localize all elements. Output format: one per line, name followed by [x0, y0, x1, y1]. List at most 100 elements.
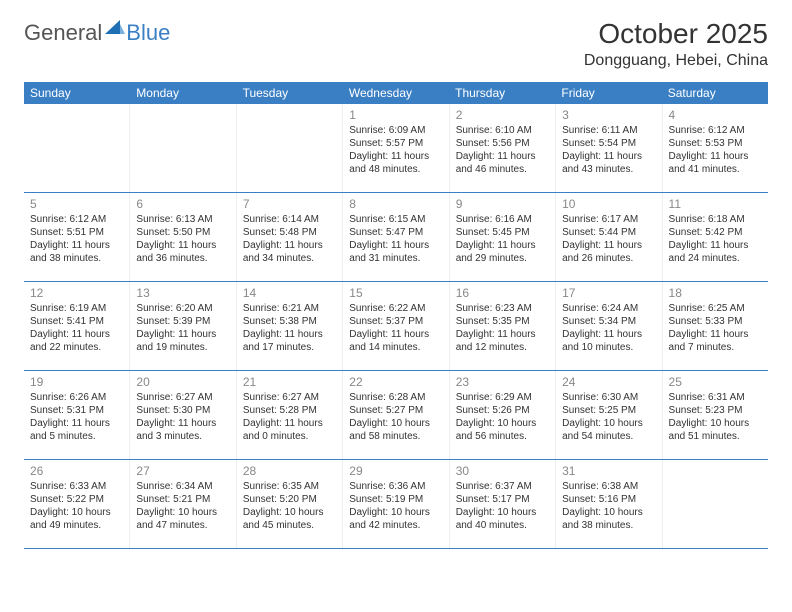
logo-text-blue: Blue — [126, 20, 170, 46]
daylight-text: Daylight: 11 hours and 17 minutes. — [243, 328, 336, 354]
daylight-text: Daylight: 11 hours and 19 minutes. — [136, 328, 229, 354]
day-info: Sunrise: 6:27 AMSunset: 5:30 PMDaylight:… — [136, 391, 229, 443]
daylight-text: Daylight: 11 hours and 29 minutes. — [456, 239, 549, 265]
sunset-text: Sunset: 5:22 PM — [30, 493, 123, 506]
calendar-cell: 10Sunrise: 6:17 AMSunset: 5:44 PMDayligh… — [556, 193, 662, 281]
sunset-text: Sunset: 5:30 PM — [136, 404, 229, 417]
daylight-text: Daylight: 11 hours and 36 minutes. — [136, 239, 229, 265]
calendar-cell: 29Sunrise: 6:36 AMSunset: 5:19 PMDayligh… — [343, 460, 449, 548]
daylight-text: Daylight: 11 hours and 5 minutes. — [30, 417, 123, 443]
calendar-cell — [24, 104, 130, 192]
sunrise-text: Sunrise: 6:37 AM — [456, 480, 549, 493]
sunrise-text: Sunrise: 6:31 AM — [669, 391, 762, 404]
calendar-cell: 8Sunrise: 6:15 AMSunset: 5:47 PMDaylight… — [343, 193, 449, 281]
day-number: 21 — [243, 375, 336, 389]
day-info: Sunrise: 6:35 AMSunset: 5:20 PMDaylight:… — [243, 480, 336, 532]
calendar-cell: 22Sunrise: 6:28 AMSunset: 5:27 PMDayligh… — [343, 371, 449, 459]
day-number: 22 — [349, 375, 442, 389]
day-info: Sunrise: 6:20 AMSunset: 5:39 PMDaylight:… — [136, 302, 229, 354]
sunrise-text: Sunrise: 6:18 AM — [669, 213, 762, 226]
logo-text-general: General — [24, 20, 102, 46]
sunrise-text: Sunrise: 6:20 AM — [136, 302, 229, 315]
daylight-text: Daylight: 10 hours and 38 minutes. — [562, 506, 655, 532]
day-info: Sunrise: 6:12 AMSunset: 5:51 PMDaylight:… — [30, 213, 123, 265]
day-number: 13 — [136, 286, 229, 300]
calendar-week: 12Sunrise: 6:19 AMSunset: 5:41 PMDayligh… — [24, 282, 768, 371]
sunset-text: Sunset: 5:45 PM — [456, 226, 549, 239]
weekday-header: Saturday — [662, 82, 768, 104]
calendar-cell: 20Sunrise: 6:27 AMSunset: 5:30 PMDayligh… — [130, 371, 236, 459]
daylight-text: Daylight: 11 hours and 0 minutes. — [243, 417, 336, 443]
day-number: 18 — [669, 286, 762, 300]
sunrise-text: Sunrise: 6:10 AM — [456, 124, 549, 137]
day-info: Sunrise: 6:21 AMSunset: 5:38 PMDaylight:… — [243, 302, 336, 354]
day-number: 4 — [669, 108, 762, 122]
day-number: 31 — [562, 464, 655, 478]
day-number: 11 — [669, 197, 762, 211]
day-info: Sunrise: 6:13 AMSunset: 5:50 PMDaylight:… — [136, 213, 229, 265]
weekday-header: Sunday — [24, 82, 130, 104]
calendar-cell — [237, 104, 343, 192]
day-number: 26 — [30, 464, 123, 478]
sail-icon — [105, 18, 125, 39]
calendar-cell: 18Sunrise: 6:25 AMSunset: 5:33 PMDayligh… — [663, 282, 768, 370]
day-number: 7 — [243, 197, 336, 211]
daylight-text: Daylight: 10 hours and 56 minutes. — [456, 417, 549, 443]
daylight-text: Daylight: 10 hours and 45 minutes. — [243, 506, 336, 532]
sunrise-text: Sunrise: 6:15 AM — [349, 213, 442, 226]
daylight-text: Daylight: 11 hours and 14 minutes. — [349, 328, 442, 354]
daylight-text: Daylight: 10 hours and 47 minutes. — [136, 506, 229, 532]
day-number: 24 — [562, 375, 655, 389]
calendar-cell — [663, 460, 768, 548]
calendar-week: 1Sunrise: 6:09 AMSunset: 5:57 PMDaylight… — [24, 104, 768, 193]
calendar-cell: 16Sunrise: 6:23 AMSunset: 5:35 PMDayligh… — [450, 282, 556, 370]
day-info: Sunrise: 6:22 AMSunset: 5:37 PMDaylight:… — [349, 302, 442, 354]
sunrise-text: Sunrise: 6:38 AM — [562, 480, 655, 493]
sunrise-text: Sunrise: 6:24 AM — [562, 302, 655, 315]
calendar-cell: 5Sunrise: 6:12 AMSunset: 5:51 PMDaylight… — [24, 193, 130, 281]
day-info: Sunrise: 6:34 AMSunset: 5:21 PMDaylight:… — [136, 480, 229, 532]
calendar-week: 19Sunrise: 6:26 AMSunset: 5:31 PMDayligh… — [24, 371, 768, 460]
calendar-cell: 25 Sunrise: 6:31 AMSunset: 5:23 PMDayligh… — [663, 371, 768, 459]
calendar-cell: 28Sunrise: 6:35 AMSunset: 5:20 PMDayligh… — [237, 460, 343, 548]
day-number: 30 — [456, 464, 549, 478]
sunset-text: Sunset: 5:28 PM — [243, 404, 336, 417]
sunrise-text: Sunrise: 6:21 AM — [243, 302, 336, 315]
sunrise-text: Sunrise: 6:25 AM — [669, 302, 762, 315]
weekday-header: Thursday — [449, 82, 555, 104]
sunset-text: Sunset: 5:37 PM — [349, 315, 442, 328]
calendar-cell: 24Sunrise: 6:30 AMSunset: 5:25 PMDayligh… — [556, 371, 662, 459]
sunset-text: Sunset: 5:26 PM — [456, 404, 549, 417]
daylight-text: Daylight: 11 hours and 31 minutes. — [349, 239, 442, 265]
sunset-text: Sunset: 5:39 PM — [136, 315, 229, 328]
page-header: General Blue October 2025 Dongguang, Heb… — [24, 18, 768, 70]
sunset-text: Sunset: 5:33 PM — [669, 315, 762, 328]
calendar-cell: 31Sunrise: 6:38 AMSunset: 5:16 PMDayligh… — [556, 460, 662, 548]
sunrise-text: Sunrise: 6:17 AM — [562, 213, 655, 226]
calendar-week: 5Sunrise: 6:12 AMSunset: 5:51 PMDaylight… — [24, 193, 768, 282]
sunset-text: Sunset: 5:17 PM — [456, 493, 549, 506]
sunset-text: Sunset: 5:23 PM — [669, 404, 762, 417]
calendar-cell: 19Sunrise: 6:26 AMSunset: 5:31 PMDayligh… — [24, 371, 130, 459]
day-info: Sunrise: 6:31 AMSunset: 5:23 PMDaylight:… — [669, 391, 762, 443]
sunset-text: Sunset: 5:51 PM — [30, 226, 123, 239]
calendar-cell: 21Sunrise: 6:27 AMSunset: 5:28 PMDayligh… — [237, 371, 343, 459]
day-number: 25 — [669, 375, 762, 389]
sunrise-text: Sunrise: 6:36 AM — [349, 480, 442, 493]
sunrise-text: Sunrise: 6:16 AM — [456, 213, 549, 226]
daylight-text: Daylight: 10 hours and 54 minutes. — [562, 417, 655, 443]
sunrise-text: Sunrise: 6:12 AM — [30, 213, 123, 226]
sunset-text: Sunset: 5:38 PM — [243, 315, 336, 328]
sunrise-text: Sunrise: 6:27 AM — [136, 391, 229, 404]
day-info: Sunrise: 6:12 AMSunset: 5:53 PMDaylight:… — [669, 124, 762, 176]
calendar-cell: 12Sunrise: 6:19 AMSunset: 5:41 PMDayligh… — [24, 282, 130, 370]
daylight-text: Daylight: 11 hours and 48 minutes. — [349, 150, 442, 176]
day-number: 3 — [562, 108, 655, 122]
day-number: 17 — [562, 286, 655, 300]
sunset-text: Sunset: 5:50 PM — [136, 226, 229, 239]
daylight-text: Daylight: 11 hours and 26 minutes. — [562, 239, 655, 265]
day-info: Sunrise: 6:09 AMSunset: 5:57 PMDaylight:… — [349, 124, 442, 176]
day-number: 14 — [243, 286, 336, 300]
sunset-text: Sunset: 5:42 PM — [669, 226, 762, 239]
sunset-text: Sunset: 5:47 PM — [349, 226, 442, 239]
